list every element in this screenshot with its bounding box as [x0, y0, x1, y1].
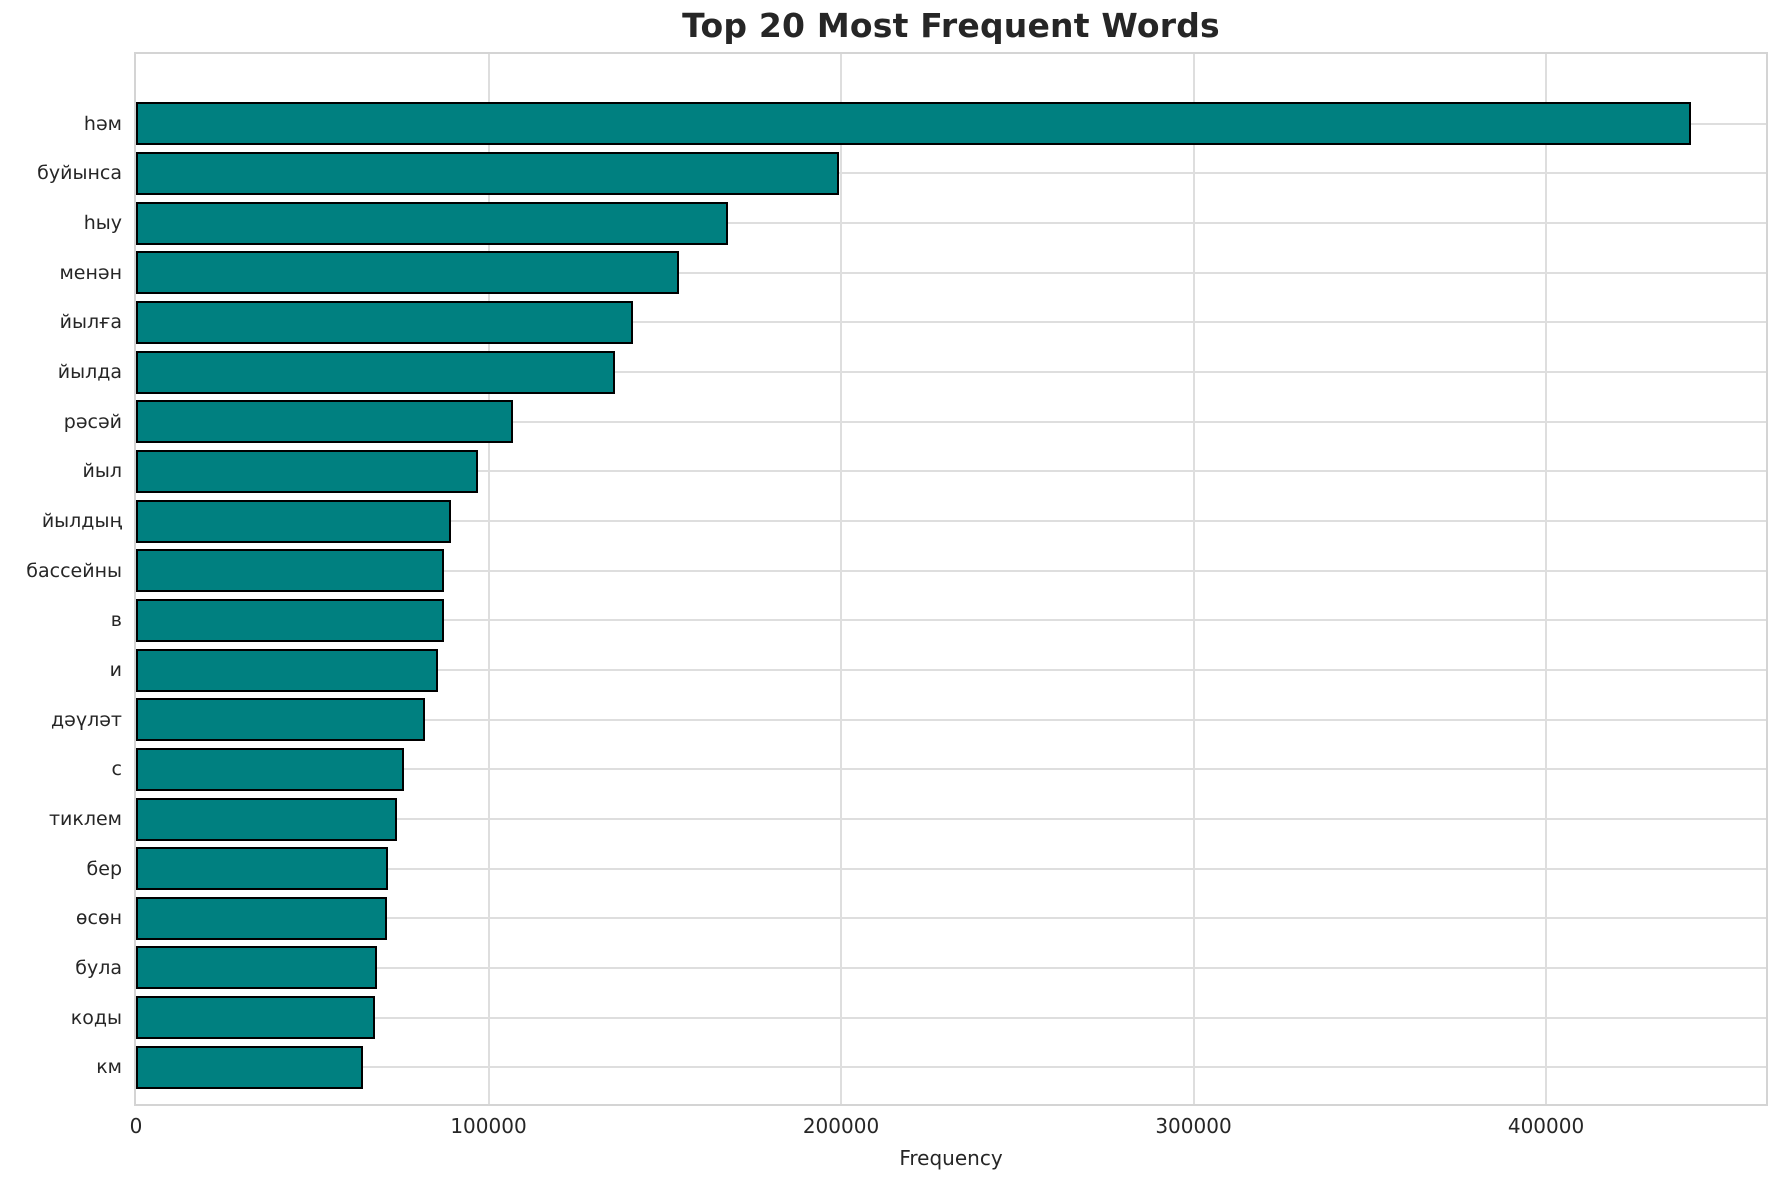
h-gridline — [136, 470, 1766, 473]
x-tick-label: 200000 — [802, 1114, 880, 1138]
h-gridline — [136, 321, 1766, 324]
bar-row: с — [112, 745, 1766, 795]
bar — [136, 1045, 363, 1089]
bar-row: в — [111, 596, 1766, 646]
bar-row: бер — [87, 844, 1766, 894]
bar-row: йылда — [58, 347, 1766, 397]
y-tick-label: йылға — [59, 311, 122, 334]
bar — [136, 698, 426, 742]
y-tick-label: и — [109, 659, 122, 682]
y-tick-label: коды — [70, 1006, 122, 1029]
y-tick-label: рәсәй — [63, 410, 122, 433]
y-tick-label: бер — [86, 857, 122, 880]
bar-row: дәүләт — [51, 695, 1766, 745]
plot-area: һәм буйынса һыу менән йылға йылда рәсәй йыл йылд… — [26, 52, 1768, 1106]
y-tick-label: в — [110, 609, 122, 632]
y-tick-label: йылда — [57, 361, 122, 384]
vertical-gridlines — [136, 54, 1766, 1104]
bar — [136, 747, 404, 791]
x-tick-label: 400000 — [1507, 1114, 1585, 1138]
x-tick-label: 300000 — [1155, 1114, 1232, 1138]
y-tick-label: менән — [59, 261, 122, 284]
h-gridline — [136, 669, 1766, 672]
bar-row: менән — [59, 248, 1766, 298]
bar — [136, 201, 729, 245]
bar-row: өсөн — [76, 894, 1766, 944]
bar — [136, 449, 478, 493]
bar-row: була — [75, 943, 1766, 993]
bar — [136, 996, 375, 1040]
bar — [136, 400, 514, 444]
bar — [136, 598, 445, 642]
h-gridline — [136, 1016, 1766, 1019]
chart-title: Top 20 Most Frequent Words — [682, 6, 1220, 45]
bar-rows: һәм буйынса һыу менән йылға йылда рәсәй йыл йылд… — [26, 54, 1766, 1104]
x-tick-label: 100000 — [450, 1114, 527, 1138]
bar — [136, 350, 616, 394]
y-tick-label: тиклем — [48, 808, 122, 831]
bar — [136, 499, 452, 543]
bar — [136, 102, 1691, 146]
y-tick-label: дәүләт — [51, 708, 122, 731]
bar-row: коды — [71, 993, 1766, 1043]
x-axis-ticks: 0 100000 200000 300000 400000 — [130, 1114, 1766, 1146]
x-tick-label: 0 — [129, 1114, 143, 1138]
bar-row: тиклем — [49, 794, 1766, 844]
h-gridline — [136, 569, 1766, 572]
bar — [136, 648, 438, 692]
bar-row: км — [96, 1042, 1766, 1092]
h-gridline — [136, 222, 1766, 225]
h-gridline — [136, 867, 1766, 870]
h-gridline — [136, 917, 1766, 920]
h-gridline — [136, 718, 1766, 721]
bar-row: буйынса — [37, 149, 1766, 199]
y-tick-label: өсөн — [75, 907, 122, 930]
h-gridline — [136, 966, 1766, 969]
bar — [136, 251, 679, 295]
h-gridline — [136, 1066, 1766, 1069]
h-gridline — [136, 768, 1766, 771]
bar — [136, 896, 388, 940]
bar-row: йылдың — [42, 496, 1766, 546]
bar-row: рәсәй — [64, 397, 1766, 447]
h-gridline — [136, 420, 1766, 423]
y-tick-label: һәм — [83, 112, 122, 135]
y-tick-label: буйынса — [37, 162, 122, 185]
h-gridline — [136, 172, 1766, 175]
bar — [136, 549, 445, 593]
y-tick-label: йыл — [82, 460, 123, 483]
h-gridline — [136, 371, 1766, 374]
v-gridline — [1192, 54, 1195, 1104]
bar — [136, 797, 397, 841]
v-gridline — [487, 54, 490, 1104]
h-gridline — [136, 619, 1766, 622]
bar — [136, 847, 389, 891]
v-gridline — [840, 54, 843, 1104]
h-gridline — [136, 520, 1766, 523]
x-axis-label: Frequency — [899, 1146, 1003, 1170]
bar-row: һыу — [84, 198, 1766, 248]
y-tick-label: һыу — [83, 212, 122, 235]
h-gridline — [136, 271, 1766, 274]
y-tick-label: йылдың — [41, 510, 122, 533]
bar-row: йыл — [83, 447, 1766, 497]
bar-row: бассейны — [26, 546, 1766, 596]
h-gridline — [136, 818, 1766, 821]
bar-row: йылға — [60, 298, 1766, 348]
bar — [136, 946, 378, 990]
y-tick-label: була — [75, 956, 122, 979]
y-tick-label: км — [96, 1056, 122, 1079]
v-gridline — [1545, 54, 1548, 1104]
bar — [136, 151, 840, 195]
bar-row: һәм — [84, 99, 1766, 149]
y-tick-label: бассейны — [26, 559, 122, 582]
bar-row: и — [110, 645, 1766, 695]
y-tick-label: с — [111, 758, 122, 781]
bar — [136, 300, 634, 344]
